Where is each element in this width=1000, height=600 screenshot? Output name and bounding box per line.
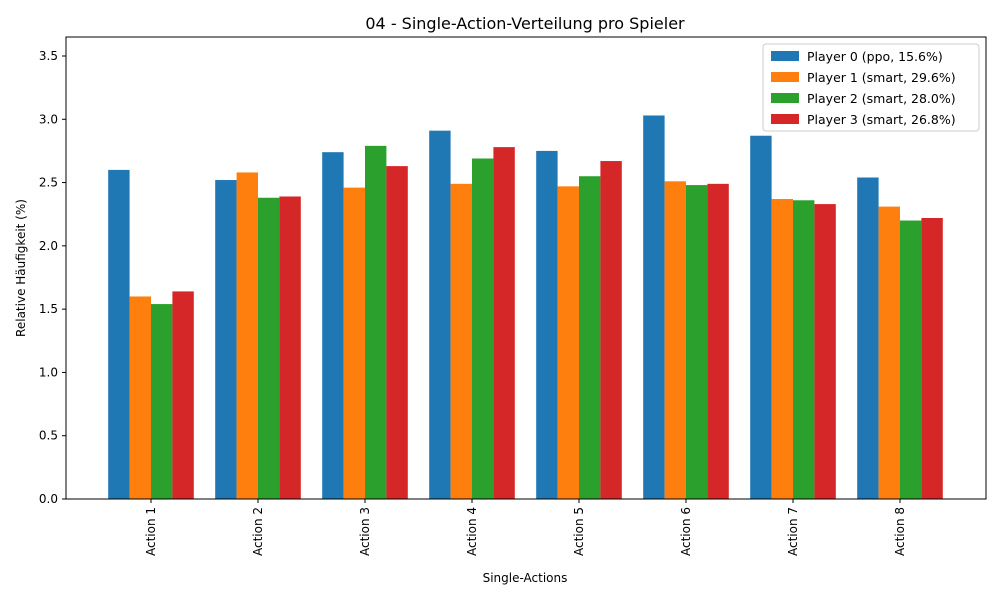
bar [557,186,579,500]
bar [579,176,601,500]
x-tick-label: Action 5 [572,507,586,556]
plot-area: 0.0 0.5 1.0 1.5 2.0 2.5 3.0 3.5 Action 1 Action 2… [39,36,987,556]
y-tick-label: 0.5 [39,429,58,443]
x-tick-label: Action 1 [144,507,158,556]
bar [386,166,408,500]
bar [771,199,793,499]
bar [643,115,665,499]
bar [472,158,494,499]
bar [365,145,387,499]
bar [814,204,836,499]
x-tick-label: Action 7 [786,507,800,556]
bar [343,187,365,499]
bar [429,130,451,500]
x-axis-title: Single-Actions [483,571,568,585]
legend-label: Player 0 (ppo, 15.6%) [807,49,943,64]
bar [686,185,708,499]
bar [493,147,515,499]
bar [600,161,622,500]
legend-swatch [771,72,799,82]
bar [258,197,280,499]
plot-frame [65,36,987,500]
y-tick-label: 0.0 [39,492,58,506]
legend-swatch [771,93,799,103]
bar [108,169,130,499]
legend-swatch [771,51,799,61]
x-tick-label: Action 3 [358,507,372,556]
bar [793,200,815,499]
y-tick-label: 3.5 [39,49,58,63]
y-tick-label: 2.0 [39,239,58,253]
y-tick-label: 1.5 [39,302,58,316]
legend: Player 0 (ppo, 15.6%) Player 1 (smart, 29… [762,43,980,132]
bar [215,180,237,499]
y-tick-label: 2.5 [39,176,58,190]
legend-label: Player 1 (smart, 29.6%) [807,70,956,85]
bar [450,183,472,499]
bar [857,177,879,499]
x-tick-label: Action 4 [465,507,479,556]
x-tick-label: Action 8 [893,507,907,556]
legend-label: Player 2 (smart, 28.0%) [807,91,956,106]
legend-box [762,43,980,132]
bar [664,181,686,500]
bar [236,172,258,499]
y-tick-label: 3.0 [39,112,58,126]
x-tick-label: Action 2 [251,507,265,556]
bar [172,291,194,499]
bar [878,206,900,500]
y-axis-title: Relative Häufigkeit (%) [14,199,28,337]
legend-swatch [771,114,799,124]
legend-label: Player 3 (smart, 26.8%) [807,112,956,127]
bar [151,304,173,499]
bar [900,220,922,499]
bar [921,218,943,499]
bar [129,296,151,499]
x-tick-label: Action 6 [679,507,693,556]
bar [750,135,772,500]
y-tick-label: 1.0 [39,365,58,379]
bar [707,183,729,499]
bar [279,196,301,500]
bar [322,152,344,499]
chart-title: 04 - Single-Action-Verteilung pro Spiele… [365,14,685,33]
bar [536,150,558,500]
